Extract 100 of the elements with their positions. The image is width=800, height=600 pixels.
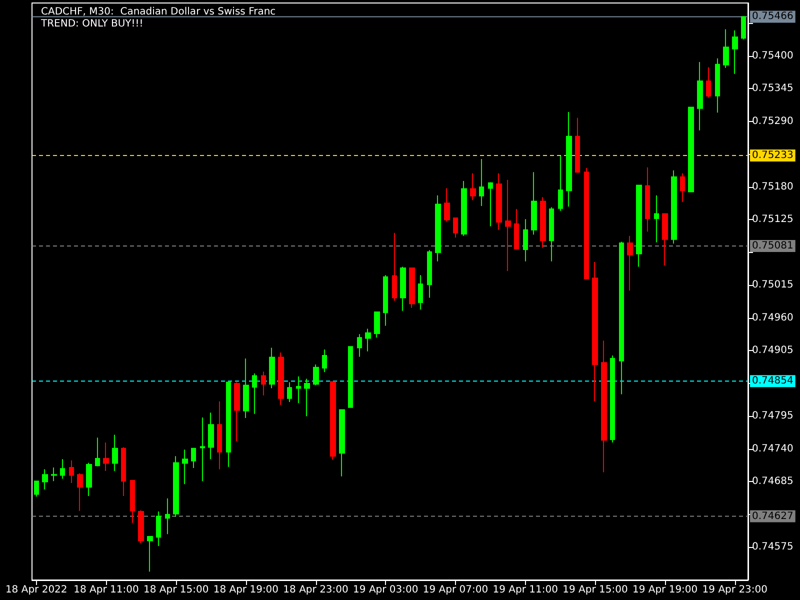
y-tick-label: 0.75180 [752,181,794,192]
candlestick [444,188,450,222]
candlestick [243,358,249,419]
candlestick [601,340,607,473]
candlestick [732,30,738,74]
candlestick [34,480,39,498]
candlestick [680,172,685,202]
candlestick [226,382,231,468]
candlestick [60,458,65,480]
candlestick [688,106,694,192]
x-tick-label: 18 Apr 23:00 [283,584,348,596]
candlestick [427,250,432,298]
y-tick-label: 0.75125 [752,214,794,226]
candlestick [165,498,170,535]
candlestick [627,235,633,292]
candlestick [112,434,118,472]
candlestick [77,472,83,512]
candlestick [418,274,423,310]
candlestick [531,172,537,236]
x-tick-label: 19 Apr 15:00 [562,584,628,596]
candlestick [662,212,668,266]
ref-line-label: 0.75233 [752,150,794,161]
candlestick [147,536,153,572]
candlestick [217,400,222,470]
x-tick-label: 19 Apr 03:00 [353,584,418,596]
ref-line-label: 0.74627 [752,510,794,522]
candlestick [191,448,196,469]
candlestick [400,266,406,312]
candlestick [435,194,441,262]
candlestick [252,372,257,414]
candlestick [636,184,642,268]
y-tick-label: 0.75290 [752,116,794,127]
candlestick [103,442,109,472]
y-tick-label: 0.75015 [752,280,794,291]
candlestick [523,218,528,262]
candlestick [514,208,519,250]
candlestick [549,206,554,262]
candlestick [348,346,353,408]
x-tick-label: 18 Apr 11:00 [74,584,139,596]
candlestick [496,172,502,230]
candlestick [200,416,205,482]
y-tick-label: 0.75345 [752,83,794,94]
y-tick-label: 0.74795 [752,410,794,422]
chart-title: CADCHF, M30: Canadian Dollar vs Swiss Franc [41,6,276,18]
candlestick [575,117,580,174]
candlestick [365,328,371,352]
candlestick [715,58,720,114]
candlestick [86,462,92,497]
candlestick [584,167,589,280]
candlestick [173,456,179,518]
candlestick [296,376,301,404]
candlestick [156,511,161,547]
x-tick-label: 19 Apr 11:00 [492,584,558,596]
candlestick [269,347,275,389]
y-tick-label: 0.74740 [752,444,794,454]
candlestick [330,381,336,460]
y-tick-label: 0.74905 [752,345,794,356]
y-tick-label: 0.74960 [752,312,794,324]
candlestick [130,480,135,524]
candlestick [697,61,703,131]
candlestick [619,241,624,395]
x-tick-label: 18 Apr 2022 [5,584,68,596]
candlestick [479,158,484,207]
candlestick [409,267,415,308]
candlestick [540,196,546,248]
candlestick [392,232,397,302]
candlestick [51,466,57,482]
y-tick-label: 0.74685 [752,476,794,488]
candlestick [453,217,458,238]
candlestick [208,412,214,460]
candlestick [741,16,746,40]
candlestick [322,349,327,373]
candlestick [69,460,74,484]
candlestick [261,371,266,396]
candlestick [313,364,319,386]
candlestick [592,262,598,402]
ref-line-label: 0.74854 [752,376,794,387]
ref-line-label: 0.75466 [752,11,794,22]
text: TREND: ONLY BUY!!! [40,18,144,30]
candlestick [278,352,284,406]
x-tick-label: 19 Apr 19:00 [632,584,698,596]
candlestick [374,312,380,338]
candlestick [566,111,572,208]
candlestick [645,166,650,232]
candlestick [671,170,677,244]
candlestick [234,382,240,442]
y-tick-label: 0.75400 [752,50,794,62]
y-tick-label: 0.74575 [752,542,794,553]
candlestick [287,382,292,402]
candlestick [505,179,511,272]
x-tick-label: 18 Apr 19:00 [213,584,279,596]
ref-line-label: 0.75081 [752,240,794,252]
x-tick-label: 19 Apr 23:00 [702,584,768,596]
candlestick [357,334,362,358]
candlestick [138,510,144,544]
x-tick-label: 19 Apr 07:00 [422,584,488,596]
candlestick [654,194,659,243]
candlestick [706,66,711,98]
candlestick [558,156,563,212]
candlestick [461,180,467,236]
